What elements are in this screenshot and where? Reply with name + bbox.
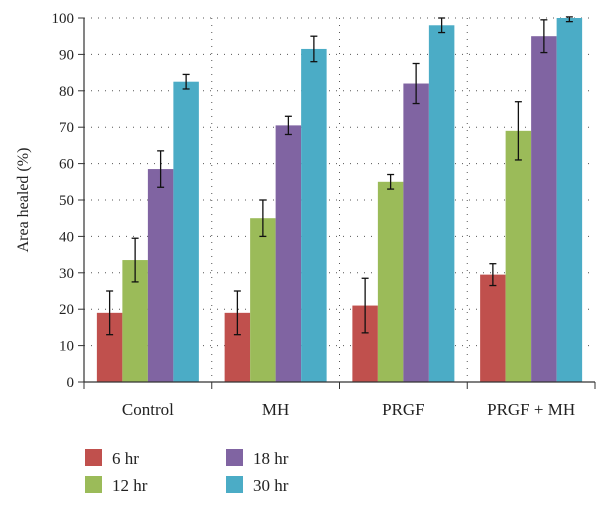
bar [531, 36, 557, 382]
bar [275, 125, 302, 382]
bar [403, 83, 429, 383]
y-tick-label: 90 [59, 47, 74, 63]
gridlines [84, 17, 595, 382]
bar [173, 81, 199, 382]
y-tick-label: 70 [59, 120, 74, 136]
legend-swatch [85, 476, 102, 493]
bar [428, 25, 455, 383]
x-category-label: PRGF + MH [487, 400, 575, 419]
y-tick-label: 60 [59, 157, 74, 173]
y-tick-labels: 0 10 20 30 40 50 60 70 80 90 100 [52, 11, 75, 391]
x-category-label: Control [122, 400, 174, 419]
y-tick-label: 40 [59, 229, 74, 245]
bar [250, 218, 276, 382]
x-category-labels: Control MH PRGF PRGF + MH [122, 400, 575, 419]
x-category-label: MH [262, 400, 289, 419]
legend-label: 12 hr [112, 476, 148, 495]
y-tick-label: 10 [59, 339, 74, 355]
legend-swatch [226, 449, 243, 466]
y-axis-title: Area healed (%) [15, 148, 32, 253]
bar [556, 18, 583, 382]
y-tick-label: 80 [59, 84, 74, 100]
bar [505, 130, 532, 382]
x-category-label: PRGF [382, 400, 425, 419]
legend-swatch [85, 449, 102, 466]
bar [377, 181, 404, 382]
bar [147, 169, 174, 382]
bar [480, 274, 506, 382]
bar [301, 48, 327, 382]
legend-swatch [226, 476, 243, 493]
legend-label: 30 hr [253, 476, 289, 495]
legend: 6 hr 12 hr 18 hr 30 hr [85, 449, 289, 495]
legend-label: 18 hr [253, 449, 289, 468]
y-tick-label: 20 [59, 302, 74, 318]
legend-label: 6 hr [112, 449, 139, 468]
axes [78, 17, 596, 389]
y-tick-label: 100 [52, 11, 75, 27]
y-tick-label: 30 [59, 266, 74, 282]
y-tick-label: 0 [67, 375, 75, 391]
error-bars-group [106, 16, 573, 336]
y-tick-label: 50 [59, 193, 74, 209]
